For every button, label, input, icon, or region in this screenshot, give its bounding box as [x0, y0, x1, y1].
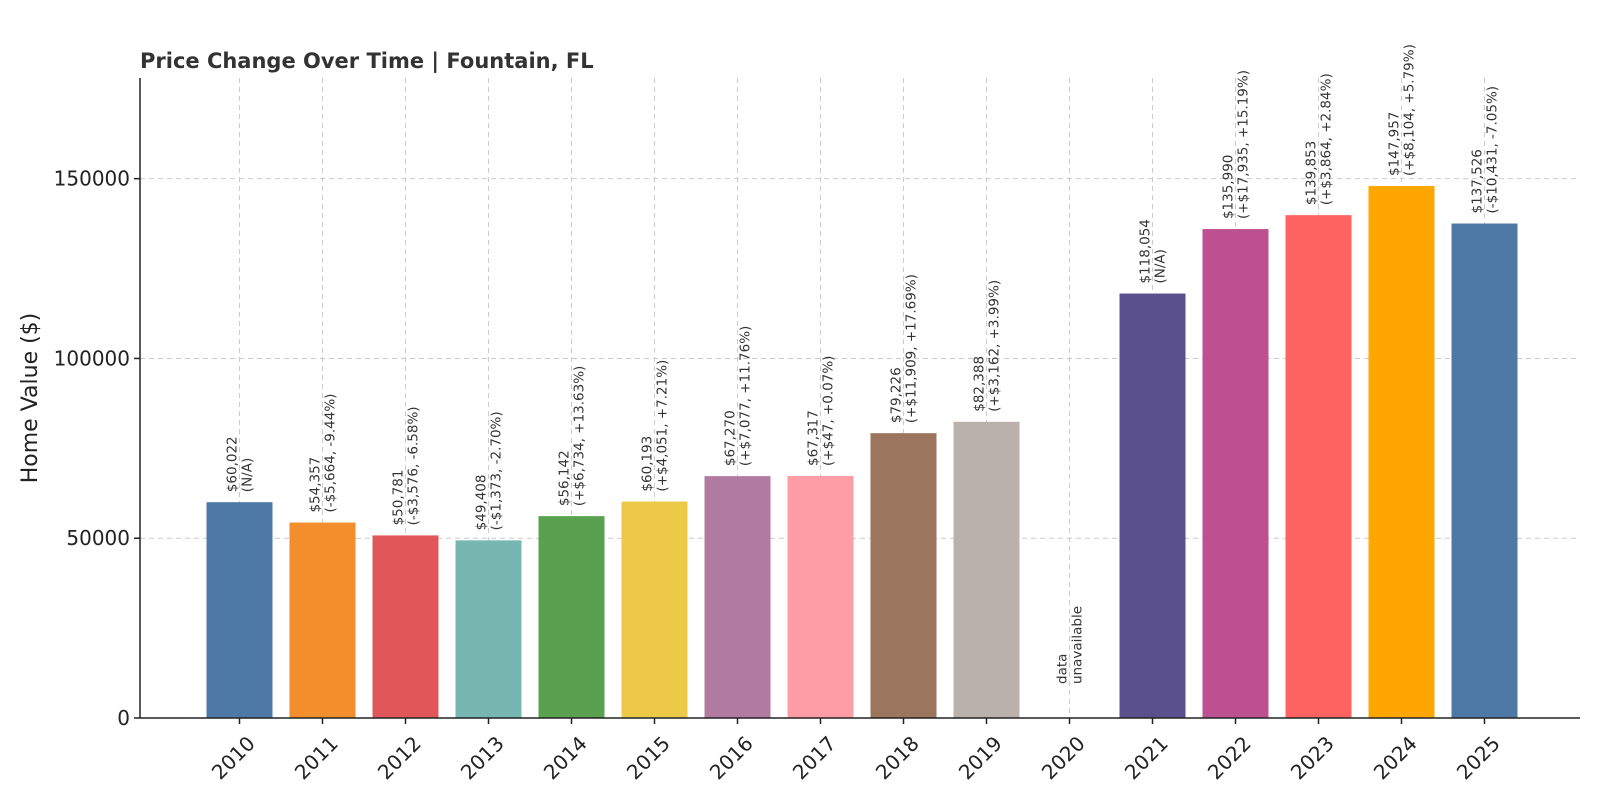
bar-2015 [621, 501, 688, 718]
x-tick-label-2020: 2020 [1037, 731, 1090, 784]
bar-value-label: $137,526 [1470, 149, 1486, 213]
bar-label-2012: $50,781 (-$3,576, -6.58%) [391, 406, 422, 525]
bar-change-label: (-$5,664, -9.44%) [323, 394, 339, 513]
bar-2014 [538, 516, 605, 718]
bar-2016 [704, 476, 771, 718]
bar-label-2018: $79,226 (+$11,909, +17.69%) [889, 274, 920, 423]
bar-change-label: (-$1,373, -2.70%) [489, 411, 505, 530]
data-unavailable-label: data [1055, 654, 1071, 684]
bar-value-label: $82,388 [972, 356, 988, 412]
x-tick-label-2017: 2017 [788, 731, 841, 784]
y-tick-label: 50000 [66, 526, 130, 550]
x-tick-label-2024: 2024 [1369, 731, 1422, 784]
y-axis-label: Home Value ($) [18, 313, 43, 484]
data-unavailable-label: unavailable [1070, 606, 1086, 684]
bar-label-2022: $135,990 (+$17,935, +15.19%) [1221, 70, 1252, 219]
bar-label-2019: $82,388 (+$3,162, +3.99%) [972, 280, 1003, 412]
x-tick-label-2014: 2014 [539, 731, 592, 784]
x-tick-label-2010: 2010 [207, 731, 260, 784]
bar-label-2010: $60,022 (N/A) [225, 436, 256, 492]
bar-value-label: $49,408 [474, 475, 490, 531]
bar-value-label: $79,226 [889, 367, 905, 423]
bar-label-2020: data unavailable [1055, 606, 1086, 684]
bar-2012 [372, 535, 439, 718]
bar-change-label: (N/A) [1153, 249, 1169, 283]
bar-label-2014: $56,142 (+$6,734, +13.63%) [557, 366, 588, 506]
bar-value-label: $147,957 [1387, 112, 1403, 176]
bar-2018 [870, 433, 937, 718]
bar-change-label: (+$3,864, +2.84%) [1319, 73, 1335, 205]
bar-change-label: (+$17,935, +15.19%) [1236, 70, 1252, 219]
y-tick-label: 0 [117, 706, 130, 730]
bar-2022 [1202, 229, 1269, 719]
bar-2017 [787, 475, 854, 718]
bar-label-2011: $54,357 (-$5,664, -9.44%) [308, 394, 339, 513]
bar-label-2016: $67,270 (+$7,077, +11.76%) [723, 326, 754, 466]
bar-change-label: (+$8,104, +5.79%) [1402, 44, 1418, 176]
x-tick-label-2013: 2013 [456, 731, 509, 784]
bar-2021 [1119, 293, 1186, 718]
bars-layer [206, 186, 1518, 719]
bar-change-label: (+$4,051, +7.21%) [655, 360, 671, 492]
bar-value-label: $139,853 [1304, 141, 1320, 205]
bar-value-label: $67,270 [723, 410, 739, 466]
grid-layer [140, 78, 1580, 718]
bar-value-label: $67,317 [806, 410, 822, 466]
bar-2011 [289, 522, 356, 718]
x-tick-label-2012: 2012 [373, 731, 426, 784]
bar-change-label: (+$47, +0.07%) [821, 356, 837, 466]
x-tick-label-2015: 2015 [622, 731, 675, 784]
bar-label-2017: $67,317 (+$47, +0.07%) [806, 356, 837, 466]
chart-title: Price Change Over Time | Fountain, FL [140, 49, 594, 74]
bar-value-label: $56,142 [557, 450, 573, 506]
bar-label-2023: $139,853 (+$3,864, +2.84%) [1304, 73, 1335, 205]
bar-value-label: $60,022 [225, 436, 241, 492]
bar-label-2024: $147,957 (+$8,104, +5.79%) [1387, 44, 1418, 176]
bar-change-label: (-$3,576, -6.58%) [406, 406, 422, 525]
bar-value-label: $60,193 [640, 436, 656, 492]
bar-labels-layer: $60,022 (N/A) $54,357 (-$5,664, -9.44%) $50,… [225, 44, 1501, 684]
x-tick-label-2011: 2011 [290, 731, 343, 784]
bar-value-label: $135,990 [1221, 155, 1237, 219]
bar-value-label: $54,357 [308, 457, 324, 513]
bar-label-2015: $60,193 (+$4,051, +7.21%) [640, 360, 671, 492]
bar-change-label: (+$7,077, +11.76%) [738, 326, 754, 466]
x-tick-label-2021: 2021 [1120, 731, 1173, 784]
bar-change-label: (N/A) [240, 458, 256, 492]
bar-2019 [953, 421, 1020, 718]
bar-label-2025: $137,526 (-$10,431, -7.05%) [1470, 86, 1501, 214]
y-tick-label: 150000 [54, 167, 130, 191]
x-tick-label-2025: 2025 [1452, 731, 1505, 784]
bar-change-label: (+$3,162, +3.99%) [987, 280, 1003, 412]
bar-value-label: $118,054 [1138, 219, 1154, 283]
bar-2010 [206, 502, 273, 718]
x-tick-label-2023: 2023 [1286, 731, 1339, 784]
bar-2025 [1451, 223, 1518, 719]
x-tick-label-2019: 2019 [954, 731, 1007, 784]
x-tick-label-2018: 2018 [871, 731, 924, 784]
x-tick-label-2016: 2016 [705, 731, 758, 784]
x-tick-label-2022: 2022 [1203, 731, 1256, 784]
bar-label-2021: $118,054 (N/A) [1138, 219, 1169, 283]
bar-value-label: $50,781 [391, 470, 407, 526]
bar-2013 [455, 540, 522, 718]
bar-2023 [1285, 215, 1352, 718]
bar-2024 [1368, 186, 1435, 718]
bar-label-2013: $49,408 (-$1,373, -2.70%) [474, 411, 505, 530]
bar-change-label: (+$11,909, +17.69%) [904, 274, 920, 423]
bar-change-label: (-$10,431, -7.05%) [1485, 86, 1501, 214]
bar-change-label: (+$6,734, +13.63%) [572, 366, 588, 506]
y-tick-label: 100000 [54, 346, 130, 370]
